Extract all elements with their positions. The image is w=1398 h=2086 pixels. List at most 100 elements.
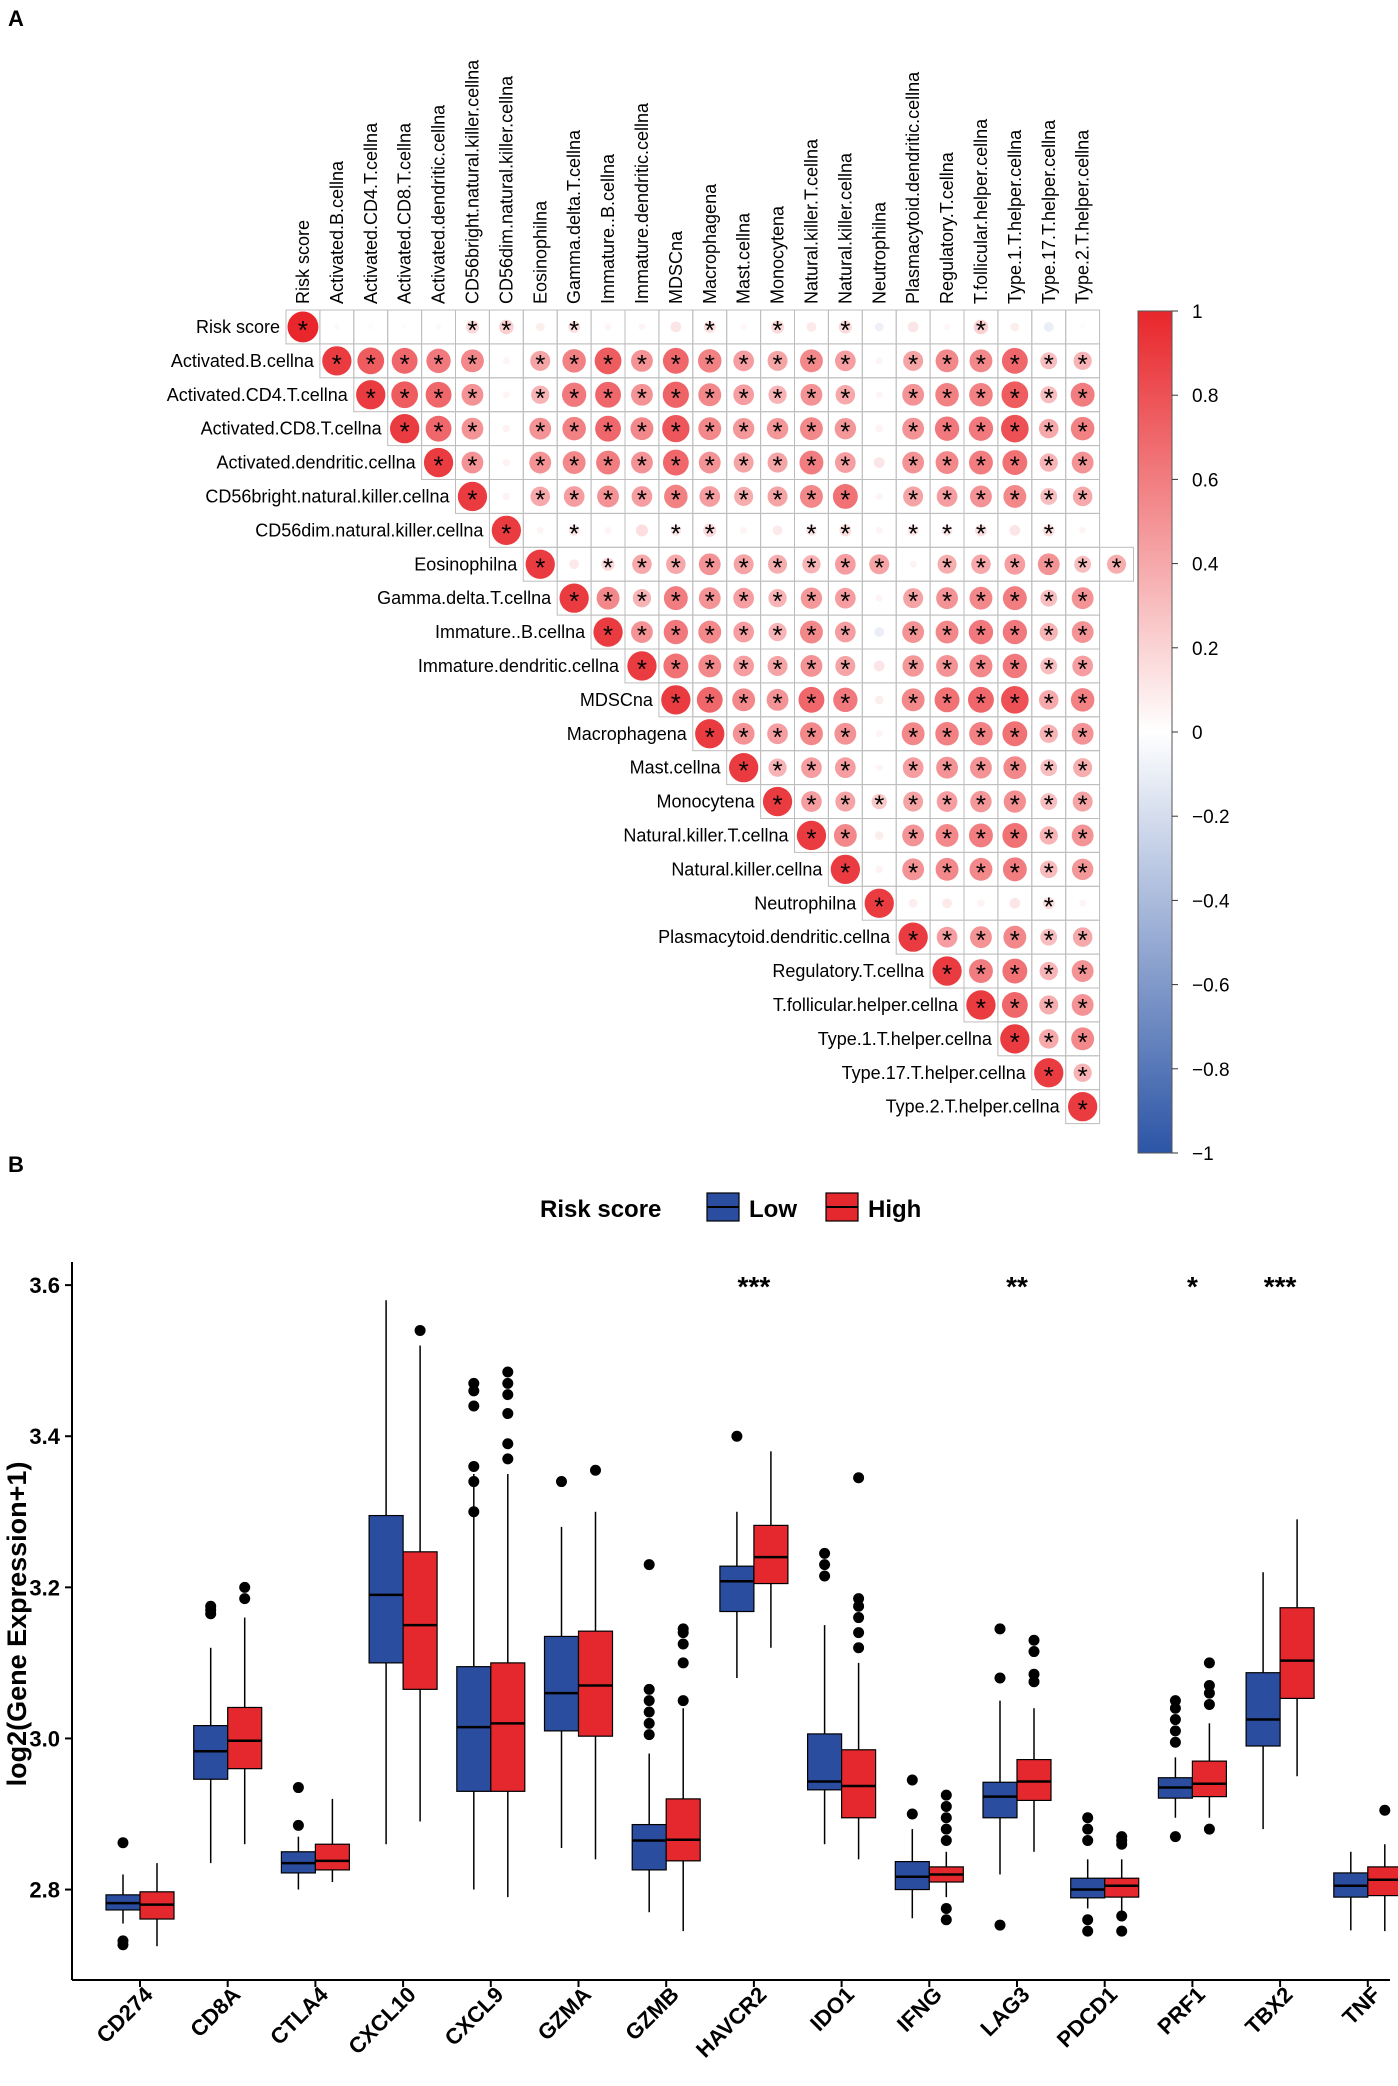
significance-star: * <box>671 552 681 582</box>
correlation-circle <box>767 486 788 507</box>
correlation-circle <box>834 417 857 440</box>
significance-star: * <box>976 993 986 1023</box>
correlation-circle <box>732 417 755 440</box>
outlier-point <box>117 1837 129 1849</box>
significance-star: * <box>1010 857 1020 887</box>
significance-star: * <box>1078 790 1088 820</box>
significance-star: * <box>942 383 952 413</box>
correlation-circle <box>1003 484 1027 508</box>
significance-star: * <box>772 620 782 650</box>
correlation-circle <box>766 417 789 440</box>
significance-star: * <box>908 383 918 413</box>
correlation-circle <box>696 686 723 713</box>
outlier-point <box>853 1627 865 1639</box>
correlation-circle <box>968 823 993 848</box>
correlation-circle <box>901 722 925 746</box>
significance-star: * <box>976 620 986 650</box>
correlation-circle <box>968 450 993 475</box>
column-label: Type.2.T.helper.cellna <box>1073 129 1093 304</box>
significance-star: * <box>705 417 715 447</box>
significance-star: * <box>942 756 952 786</box>
outlier-point <box>1169 1725 1181 1737</box>
correlation-circle <box>968 416 994 441</box>
significance-star: * <box>942 823 952 853</box>
correlation-circle <box>1070 382 1095 407</box>
significance-star: * <box>467 349 477 379</box>
column-label: Immature..B.cellna <box>598 153 618 304</box>
significance-star: * <box>840 484 850 514</box>
correlation-circle <box>799 484 823 508</box>
significance-star: * <box>1044 756 1054 786</box>
significance-label: ** <box>1006 1271 1028 1302</box>
significance-star: * <box>908 484 918 514</box>
correlation-circle <box>728 752 759 783</box>
outlier-point <box>994 1672 1006 1684</box>
correlation-circle <box>874 831 884 840</box>
correlation-circle <box>1071 1027 1095 1051</box>
column-label: Plasmacytoid.dendritic.cellna <box>903 71 923 304</box>
correlation-circle <box>732 688 756 712</box>
correlation-circle <box>368 324 374 330</box>
correlation-circle <box>1072 655 1094 677</box>
correlation-circle <box>461 451 484 474</box>
significance-star: * <box>739 349 749 379</box>
correlation-circle <box>1001 992 1028 1018</box>
outlier-point <box>414 1324 426 1336</box>
significance-star: * <box>1010 823 1020 853</box>
correlation-circle <box>908 898 918 908</box>
correlation-circle <box>1002 721 1028 747</box>
correlation-circle <box>902 621 925 643</box>
significance-star: * <box>874 790 884 820</box>
outlier-point <box>502 1438 514 1450</box>
outlier-point <box>590 1464 601 1476</box>
outlier-point <box>1116 1925 1128 1937</box>
correlation-circle <box>935 721 959 746</box>
significance-star: * <box>1044 993 1054 1023</box>
correlation-circle <box>1073 351 1092 370</box>
significance-star: * <box>840 552 850 582</box>
significance-star: * <box>976 518 986 548</box>
correlation-circle <box>530 350 551 371</box>
y-tick-label: 3.6 <box>29 1273 60 1298</box>
significance-star: * <box>705 451 715 481</box>
correlation-circle <box>903 350 924 371</box>
outlier-point <box>1082 1834 1094 1846</box>
correlation-circle <box>934 416 960 441</box>
colorbar-tick-label: 0.6 <box>1192 470 1218 491</box>
outlier-point <box>1203 1698 1215 1710</box>
correlation-circle <box>874 322 884 332</box>
correlation-circle <box>662 381 689 408</box>
correlation-circle <box>559 583 589 613</box>
correlation-circle <box>875 730 883 738</box>
y-tick-label: 3.0 <box>29 1726 60 1751</box>
x-tick-label: GZMA <box>533 1982 597 2046</box>
x-tick-label: IDO1 <box>805 1982 859 2036</box>
correlation-circle <box>1073 1063 1092 1082</box>
row-label: Plasmacytoid.dendritic.cellna <box>658 927 891 947</box>
correlation-circle <box>698 553 721 576</box>
correlation-circle <box>703 523 717 537</box>
correlation-circle <box>1073 758 1093 778</box>
correlation-circle <box>1039 724 1058 743</box>
correlation-circle <box>491 515 522 546</box>
correlation-circle <box>1040 759 1058 777</box>
correlation-circle <box>425 381 452 408</box>
correlation-circle <box>499 319 514 335</box>
correlation-circle <box>529 417 552 440</box>
correlation-circle <box>733 350 755 372</box>
correlation-circle <box>834 757 856 779</box>
significance-star: * <box>1078 654 1088 684</box>
correlation-circle <box>768 758 787 777</box>
significance-star: * <box>603 417 613 447</box>
row-label: Activated.B.cellna <box>171 351 315 371</box>
correlation-circle <box>767 452 788 473</box>
row-label: Immature..B.cellna <box>435 622 586 642</box>
correlation-circle <box>770 320 785 334</box>
significance-star: * <box>705 722 715 752</box>
correlation-circle <box>768 622 787 642</box>
correlation-circle <box>966 990 996 1020</box>
outlier-point <box>205 1600 217 1612</box>
significance-star: * <box>840 518 850 548</box>
significance-star: * <box>1078 823 1088 853</box>
correlation-matrix-panel: Risk score Activated.B.cellna Activated.CD… <box>167 59 1230 1165</box>
